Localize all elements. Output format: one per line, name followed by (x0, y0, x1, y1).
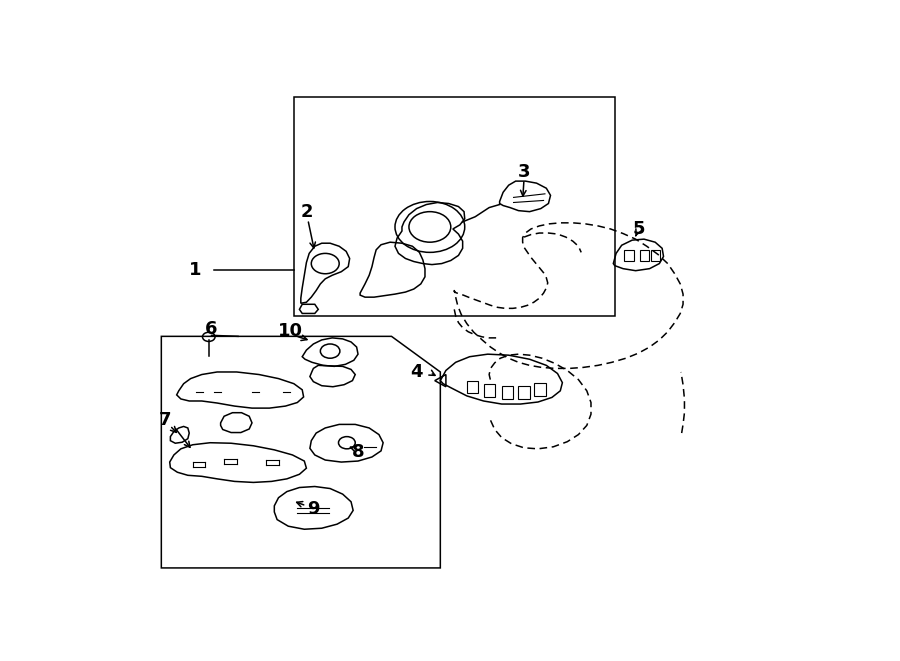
Bar (501, 386, 513, 399)
Text: 3: 3 (518, 163, 530, 181)
Text: 6: 6 (205, 320, 218, 338)
Text: 7: 7 (158, 411, 171, 430)
Bar (518, 386, 529, 399)
Bar (483, 384, 495, 397)
Text: 9: 9 (307, 500, 320, 518)
Text: 8: 8 (352, 443, 365, 461)
Bar (467, 381, 478, 393)
Text: 4: 4 (410, 364, 423, 381)
Bar (625, 251, 634, 260)
Bar (640, 251, 649, 260)
Text: 1: 1 (189, 261, 201, 279)
Bar (651, 251, 660, 260)
Text: 2: 2 (301, 203, 312, 221)
Text: 5: 5 (632, 220, 644, 238)
Bar (535, 383, 545, 396)
Text: 10: 10 (278, 323, 303, 340)
